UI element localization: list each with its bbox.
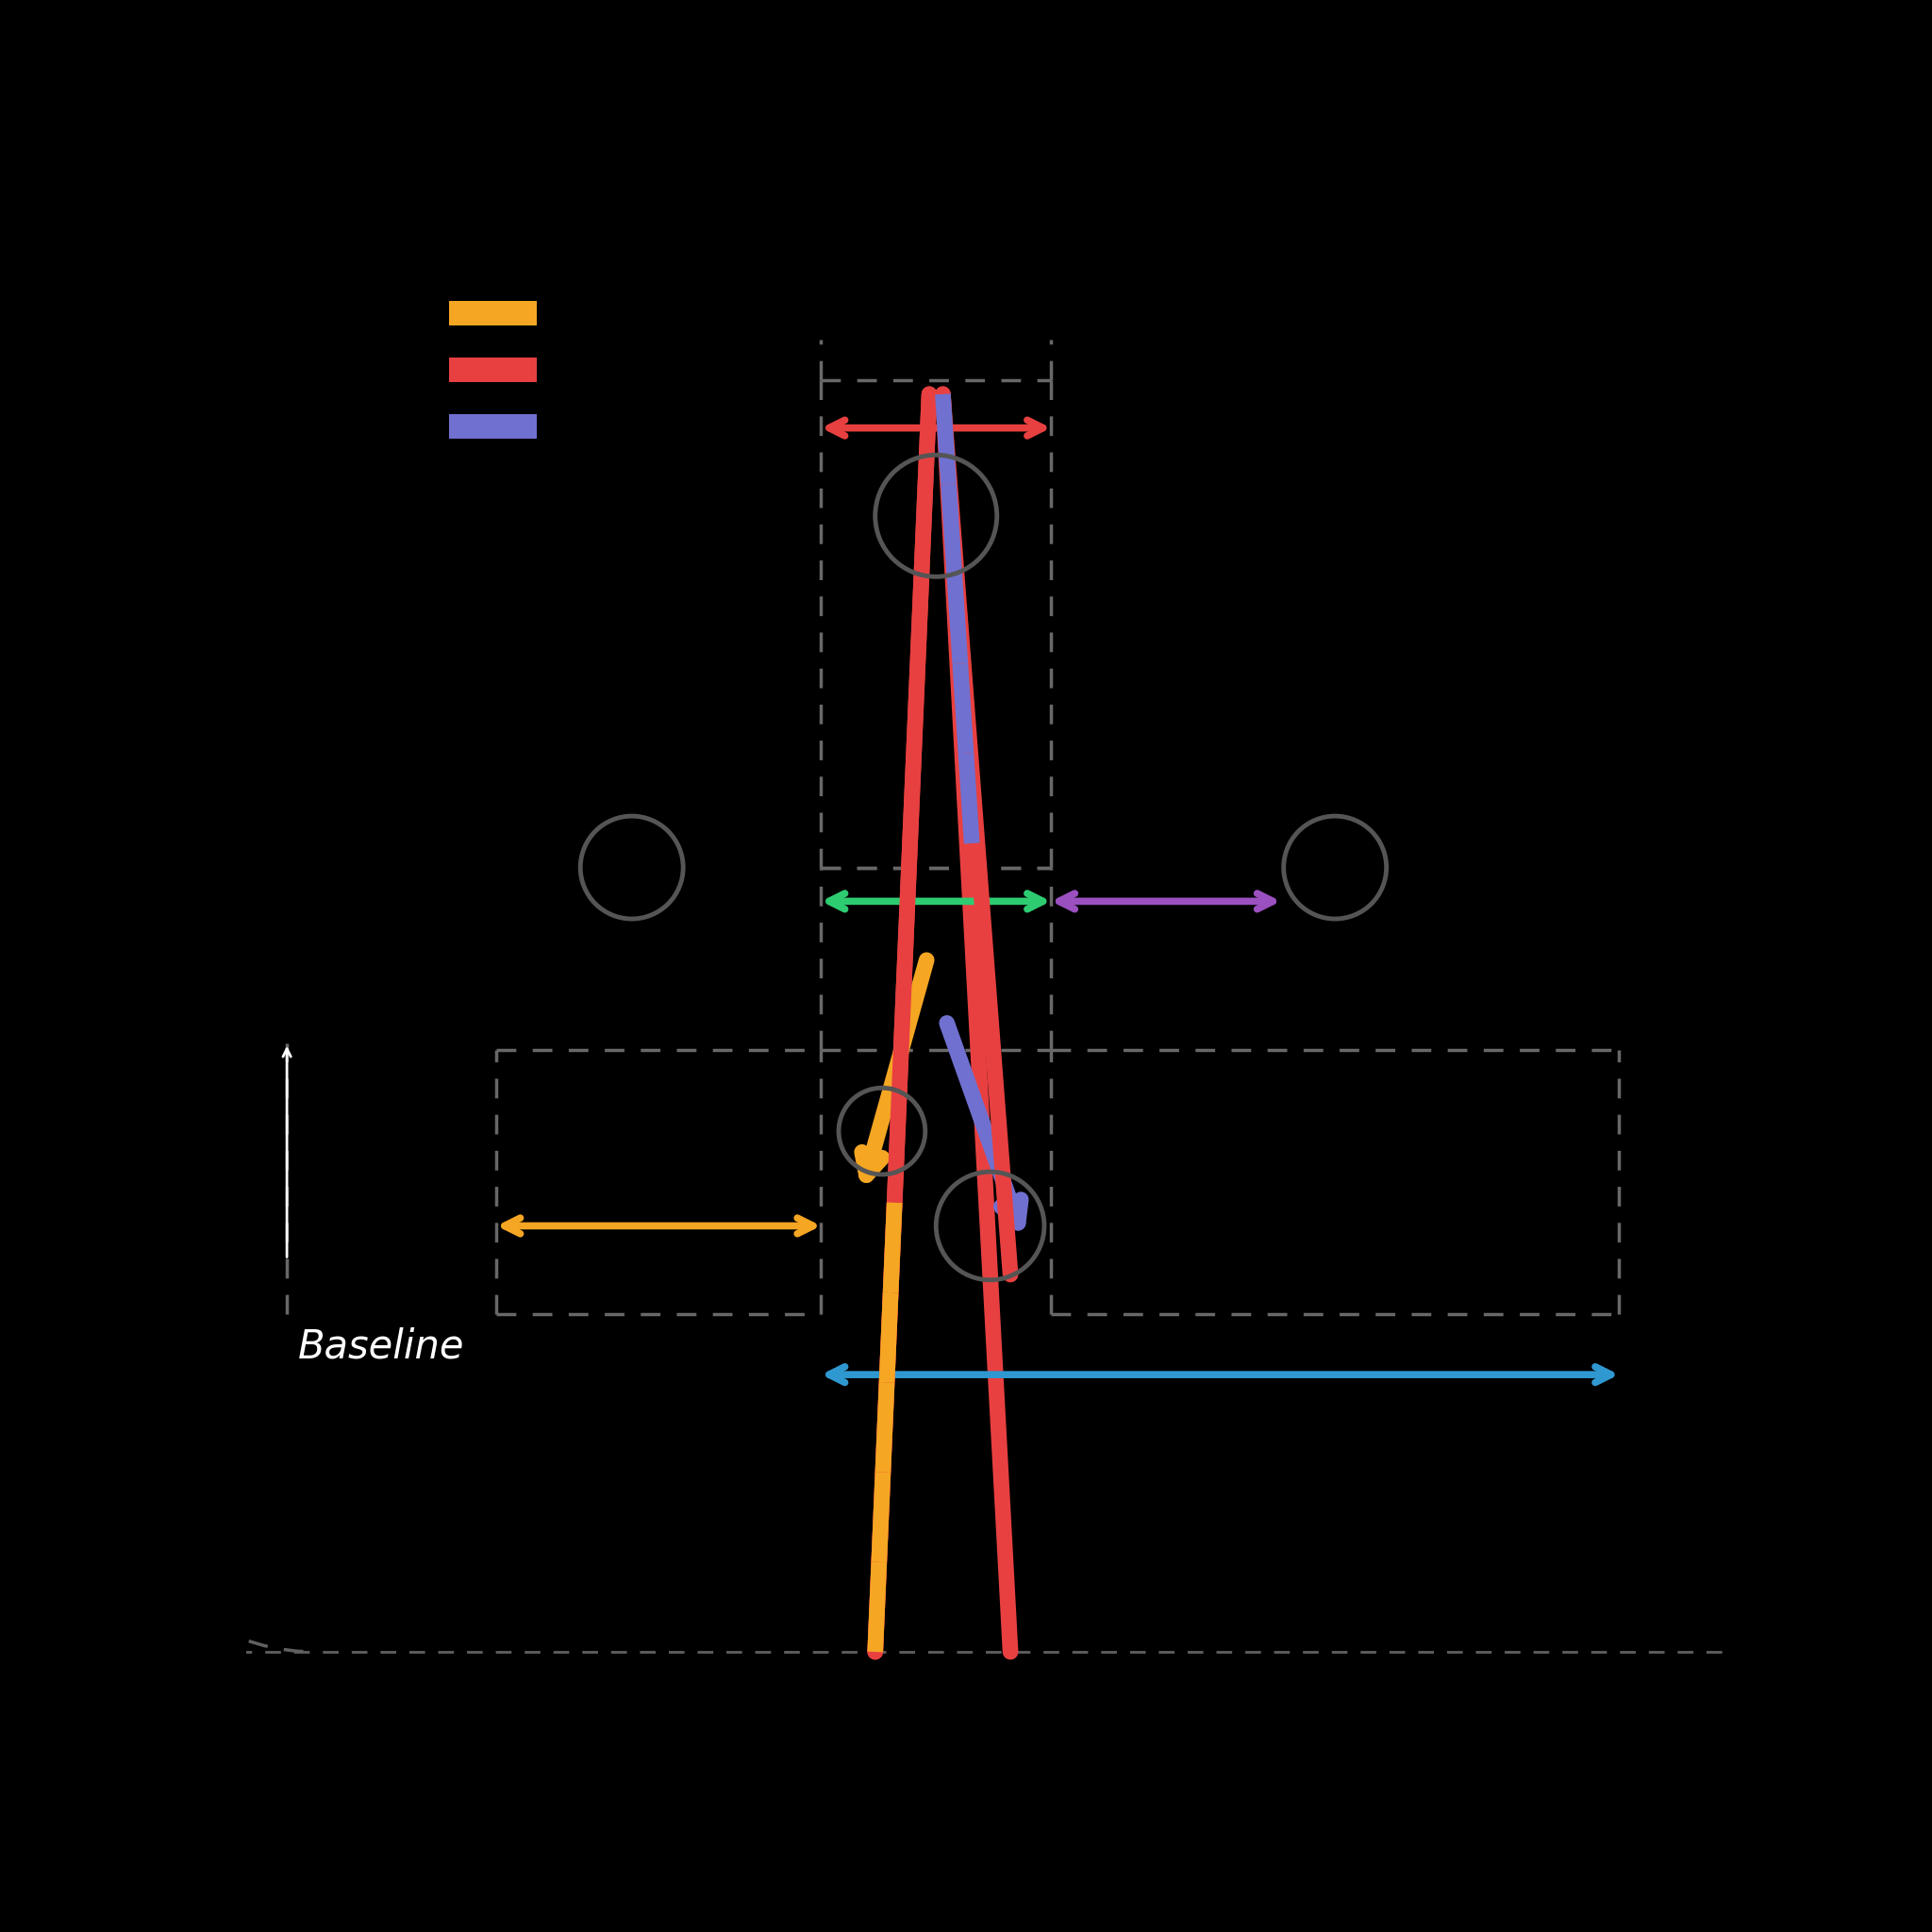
FancyBboxPatch shape: [448, 357, 537, 383]
Text: Baseline: Baseline: [298, 1327, 464, 1368]
FancyBboxPatch shape: [448, 301, 537, 325]
FancyBboxPatch shape: [448, 413, 537, 439]
